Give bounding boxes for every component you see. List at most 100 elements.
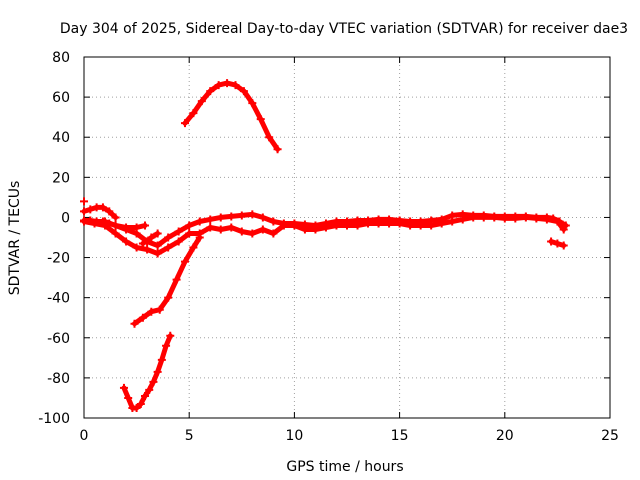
data-point <box>532 214 541 223</box>
data-point <box>90 219 99 228</box>
data-point <box>521 213 530 222</box>
series-arc-start-mark <box>80 197 88 206</box>
data-point <box>248 99 257 108</box>
data-point <box>147 233 156 242</box>
x-axis-label: GPS time / hours <box>286 459 403 475</box>
data-point <box>500 214 509 223</box>
data-point <box>231 81 240 90</box>
data-point <box>479 213 488 222</box>
data-point <box>553 217 562 226</box>
series-arc-end-tail <box>547 237 568 250</box>
data-point <box>86 205 95 214</box>
data-point <box>80 217 88 226</box>
series-arc-small-1 <box>101 217 150 232</box>
data-point <box>174 227 183 236</box>
series-arc-main-lower <box>80 213 568 258</box>
data-point <box>406 221 415 230</box>
data-point <box>162 341 171 350</box>
data-point <box>364 219 373 228</box>
data-point <box>559 225 568 234</box>
x-tick-label: 0 <box>80 428 89 444</box>
data-point <box>343 221 351 230</box>
data-point <box>124 393 133 402</box>
data-point <box>214 81 223 90</box>
data-point <box>195 233 204 242</box>
data-point <box>237 211 246 220</box>
data-point <box>353 221 362 230</box>
series-arc-positive <box>180 79 282 154</box>
data-point <box>147 307 156 316</box>
data-point <box>332 221 341 230</box>
data-point <box>458 215 467 224</box>
data-point <box>166 331 175 340</box>
x-tick-label: 15 <box>391 428 409 444</box>
data-point <box>311 225 320 234</box>
data-point <box>258 213 267 222</box>
series-line <box>182 80 281 152</box>
data-point <box>216 225 225 234</box>
data-point <box>469 213 478 222</box>
data-point <box>227 212 236 221</box>
y-tick-label: 20 <box>52 170 70 186</box>
data-point <box>111 221 120 230</box>
data-point <box>138 313 147 322</box>
chart-title: Day 304 of 2025, Sidereal Day-to-day VTE… <box>60 21 628 37</box>
data-point <box>153 229 162 238</box>
data-point <box>130 319 139 328</box>
data-point <box>248 229 257 238</box>
data-point <box>101 217 110 226</box>
data-series <box>80 79 570 412</box>
data-point <box>448 217 457 226</box>
data-point <box>141 391 150 400</box>
data-point <box>189 109 198 118</box>
data-point <box>197 97 206 106</box>
data-point <box>273 145 282 154</box>
data-point <box>511 214 520 223</box>
data-point <box>98 203 107 212</box>
data-point <box>437 219 446 228</box>
data-point <box>239 87 248 96</box>
data-point <box>258 225 267 234</box>
y-tick-label: -60 <box>47 331 70 347</box>
y-tick-label: 40 <box>52 130 70 146</box>
data-point <box>490 213 499 222</box>
data-point <box>223 79 232 88</box>
data-point <box>141 221 150 230</box>
data-point <box>143 245 152 254</box>
data-point <box>180 119 189 128</box>
data-point <box>237 227 246 236</box>
data-point <box>180 257 189 266</box>
data-point <box>155 305 164 314</box>
y-tick-label: -80 <box>47 371 70 387</box>
data-point <box>174 237 183 246</box>
data-point <box>138 239 147 248</box>
y-tick-label: 80 <box>52 50 70 66</box>
data-point <box>374 219 383 228</box>
data-point <box>547 237 556 246</box>
data-point <box>164 293 173 302</box>
y-tick-label: 0 <box>61 210 70 226</box>
y-tick-label: 60 <box>52 90 70 106</box>
series-arc-early-hump <box>80 203 120 222</box>
x-tick-label: 5 <box>185 428 194 444</box>
data-point <box>189 243 198 252</box>
data-point <box>195 217 204 226</box>
data-point <box>111 229 120 238</box>
data-point <box>553 239 562 248</box>
data-point <box>559 241 568 250</box>
data-point <box>300 225 309 234</box>
data-point <box>122 237 131 246</box>
data-point <box>269 229 278 238</box>
data-point <box>164 233 173 242</box>
y-tick-label: -40 <box>47 291 70 307</box>
data-point <box>145 385 154 394</box>
data-point <box>395 219 404 228</box>
data-point <box>80 197 88 206</box>
data-point <box>132 223 141 232</box>
data-point <box>206 215 215 224</box>
data-point <box>542 215 551 224</box>
y-axis-label: SDTVAR / TECUs <box>7 181 23 296</box>
data-point <box>269 217 278 226</box>
data-point <box>132 243 141 252</box>
